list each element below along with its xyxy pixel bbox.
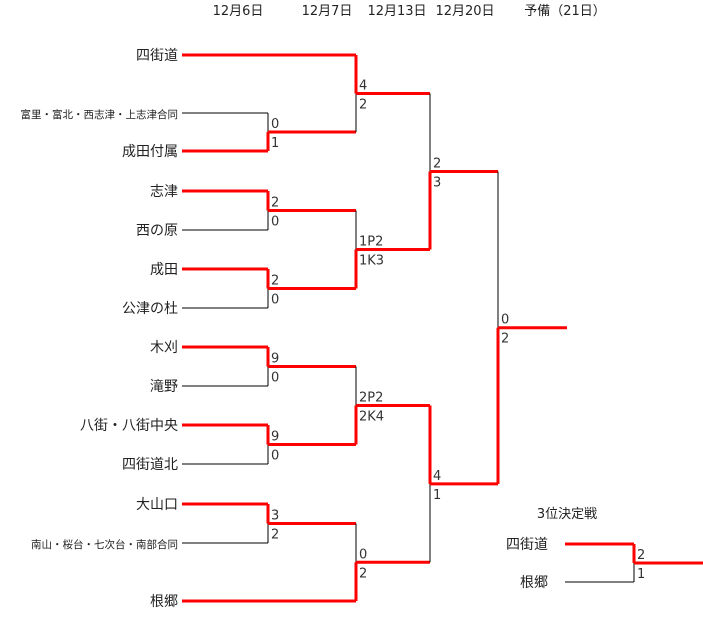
team-name: 公津の杜	[122, 301, 178, 317]
third-place-team-name: 根郷	[520, 575, 548, 591]
score-top: 0	[271, 117, 279, 132]
score-bottom: 1	[433, 488, 441, 503]
score-bottom: 1K3	[359, 254, 384, 269]
score-top: 2P2	[359, 391, 383, 406]
team-name: 根郷	[150, 594, 178, 610]
score-top: 4	[433, 469, 441, 484]
third-place-score-bottom: 1	[637, 567, 645, 582]
score-top: 2	[271, 196, 279, 211]
score-bottom: 2	[359, 98, 367, 113]
score-bottom: 0	[271, 371, 279, 386]
team-name: 四街道北	[122, 457, 178, 473]
score-bottom: 2K4	[359, 410, 384, 425]
team-name: 西の原	[136, 223, 178, 239]
date-round-3: 12月13日	[367, 4, 426, 19]
team-name: 滝野	[150, 379, 178, 395]
date-reserve: 予備（21日）	[524, 3, 606, 19]
score-bottom: 2	[359, 566, 367, 581]
score-bottom: 2	[501, 332, 509, 347]
date-round-2: 12月7日	[302, 4, 353, 19]
third-place-score-top: 2	[637, 548, 645, 563]
team-name: 八街・八街中央	[80, 418, 178, 434]
score-bottom: 0	[271, 215, 279, 230]
third-place-team-name: 四街道	[506, 537, 548, 553]
score-top: 2	[433, 157, 441, 172]
date-final: 12月20日	[435, 4, 494, 19]
score-top: 2	[271, 274, 279, 289]
score-top: 3	[271, 509, 279, 524]
score-bottom: 3	[433, 176, 441, 191]
date-round-1: 12月6日	[213, 4, 264, 19]
third-place-title: 3位決定戦	[537, 507, 597, 522]
team-name: 成田	[150, 262, 178, 278]
score-bottom: 2	[271, 528, 279, 543]
team-name: 志津	[150, 184, 178, 200]
team-name: 木刈	[150, 340, 178, 356]
score-top: 9	[271, 430, 279, 445]
score-top: 9	[271, 352, 279, 367]
score-bottom: 0	[271, 293, 279, 308]
team-name: 大山口	[136, 497, 178, 513]
team-name: 成田付属	[122, 144, 178, 160]
score-top: 0	[359, 547, 367, 562]
team-name: 富里・富北・西志津・上志津合同	[21, 108, 179, 121]
team-name: 四街道	[136, 48, 178, 64]
score-bottom: 1	[271, 136, 279, 151]
score-top: 4	[359, 79, 367, 94]
score-bottom: 0	[271, 449, 279, 464]
team-name: 南山・桜台・七次台・南部合同	[31, 538, 178, 551]
score-top: 1P2	[359, 235, 383, 250]
score-top: 0	[501, 313, 509, 328]
